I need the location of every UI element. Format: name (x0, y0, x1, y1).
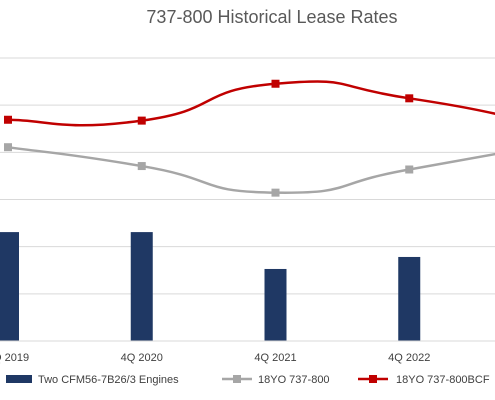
legend-label: 18YO 737-800BCF (396, 374, 490, 386)
line-18yo-737-800bcf (7, 80, 495, 127)
legend-label: 18YO 737-800 (258, 374, 330, 386)
bars (0, 232, 421, 341)
engine-bar (264, 268, 287, 341)
x-tick-label: 4Q 2020 (121, 352, 163, 364)
point-18yo-737-800bcf (271, 79, 280, 88)
chart-title: 737-800 Historical Lease Rates (146, 7, 397, 27)
gridlines (0, 57, 495, 295)
engine-bar (398, 256, 421, 341)
point-18yo-737-800bcf (137, 116, 146, 125)
legend-marker (233, 375, 241, 383)
engine-bar (0, 232, 19, 341)
point-18yo-737-800 (4, 143, 12, 152)
legend: Two CFM56-7B26/3 Engines 18YO 737-800 18YO… (6, 374, 490, 386)
line-series (4, 79, 495, 197)
engine-bar (130, 232, 153, 341)
x-tick-label: 4Q 2022 (388, 352, 430, 364)
legend-label: Two CFM56-7B26/3 Engines (38, 374, 179, 386)
point-18yo-737-800 (137, 162, 146, 171)
legend-swatch (6, 375, 32, 383)
point-18yo-737-800bcf (4, 115, 12, 124)
point-18yo-737-800 (271, 188, 280, 197)
point-18yo-737-800 (405, 165, 414, 174)
legend-marker (369, 375, 377, 383)
x-tick-label: 4Q 2019 (0, 352, 29, 364)
x-tick-label: 4Q 2021 (254, 352, 296, 364)
point-18yo-737-800bcf (405, 94, 414, 103)
